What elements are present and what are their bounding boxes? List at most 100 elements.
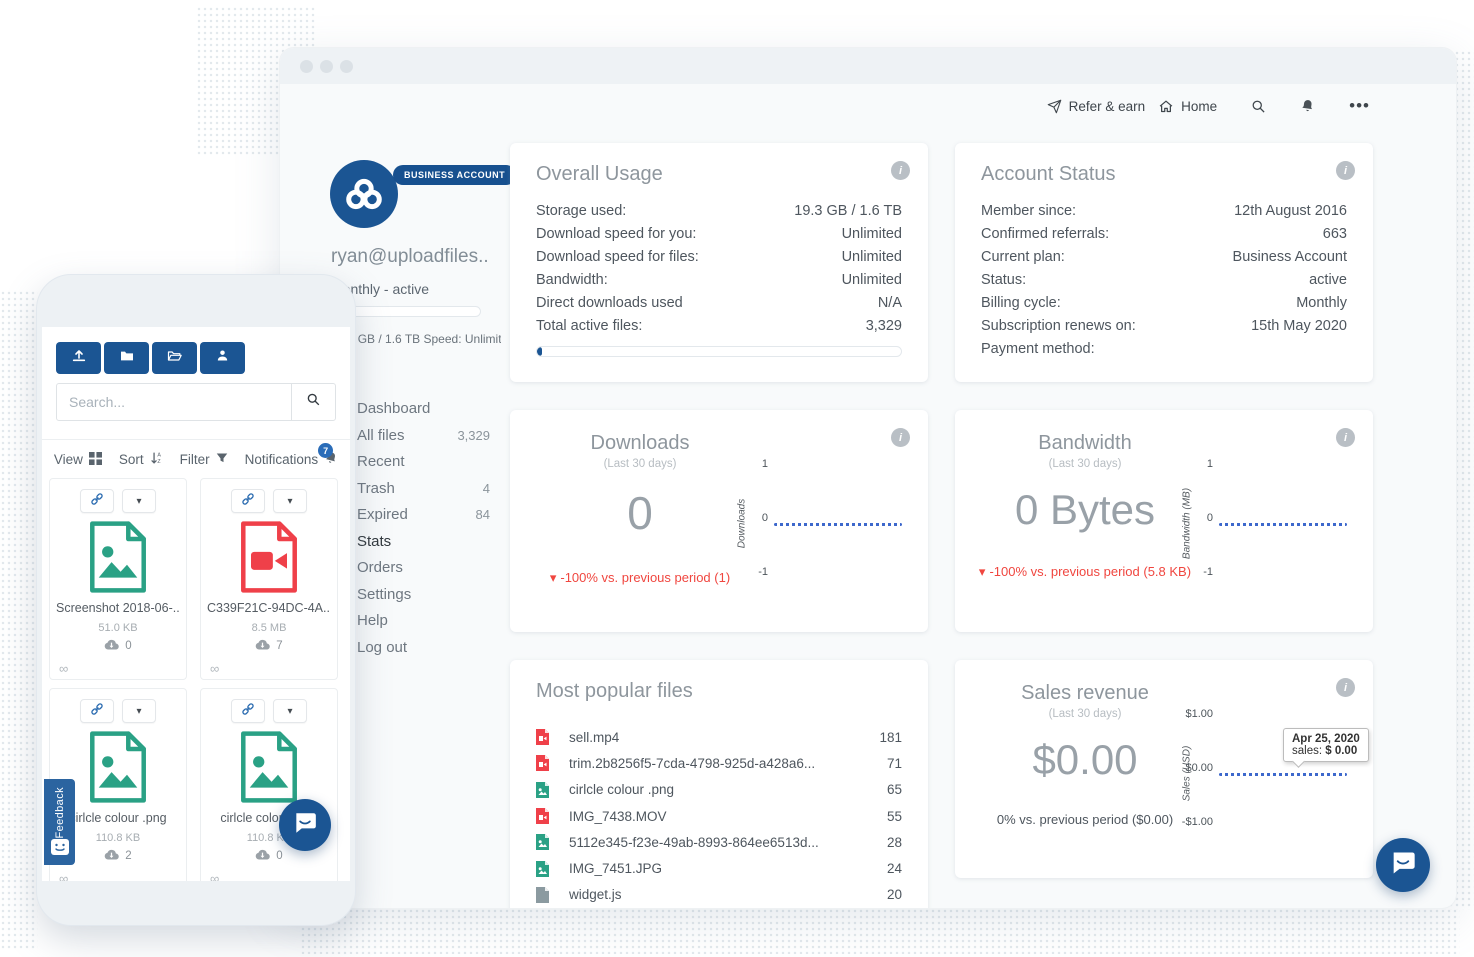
upload-button[interactable] — [56, 342, 101, 374]
sidebar-item-dashboard[interactable]: Dashboard — [357, 400, 490, 427]
download-count: 0 — [50, 639, 186, 653]
account-status-card: Account Status i Member since:12th Augus… — [955, 143, 1373, 382]
page: Refer & earn Home ••• — [0, 0, 1474, 957]
file-row[interactable]: IMG_7451.JPG24 — [536, 855, 902, 881]
more-options-icon[interactable]: ••• — [1349, 101, 1370, 111]
open-folder-button[interactable] — [152, 342, 197, 374]
card-title: Bandwidth — [973, 432, 1197, 455]
sidebar-item-trash[interactable]: Trash4 — [357, 480, 490, 507]
notifications-bell-icon[interactable] — [1300, 98, 1315, 114]
video-file-icon — [536, 729, 551, 745]
file-card[interactable]: cirlcle colour .png 110.8 KB 0 ∞ — [200, 688, 338, 881]
generic-file-icon — [536, 887, 551, 903]
info-icon[interactable]: i — [1336, 161, 1355, 180]
file-card[interactable]: Screenshot 2018-06-... 51.0 KB 0 ∞ — [49, 478, 187, 680]
card-subtitle: (Last 30 days) — [973, 458, 1197, 470]
search-icon[interactable] — [1251, 99, 1266, 114]
y-axis-label: Downloads — [737, 464, 748, 584]
info-icon[interactable]: i — [891, 161, 910, 180]
grid-view-icon — [89, 452, 102, 468]
top-navigation: Refer & earn Home ••• — [1047, 98, 1370, 114]
most-popular-files-card: Most popular files sell.mp4181 trim.2b82… — [510, 660, 928, 908]
link-icon — [240, 701, 256, 722]
home-link[interactable]: Home — [1158, 99, 1217, 114]
sidebar-item-expired[interactable]: Expired84 — [357, 506, 490, 533]
file-row[interactable]: trim.2b8256f5-7cda-4798-925d-a428a6...71 — [536, 750, 902, 776]
y-axis-label: Sales (USD) — [1182, 714, 1193, 834]
y-axis-label: Bandwidth (MB) — [1182, 464, 1193, 584]
card-title: Account Status — [981, 163, 1116, 186]
card-title: Overall Usage — [536, 163, 663, 186]
search-submit-button[interactable] — [291, 384, 335, 420]
expiry-infinity: ∞ — [59, 661, 68, 676]
sort-control[interactable]: Sort AZ — [119, 451, 163, 468]
file-menu-button[interactable] — [273, 699, 307, 723]
overall-usage-card: Overall Usage i Storage used:19.3 GB / 1… — [510, 143, 928, 382]
link-icon — [89, 701, 105, 722]
notifications-control[interactable]: Notifications 7 — [245, 451, 339, 468]
usage-row: Download speed for files:Unlimited — [536, 249, 902, 272]
sidebar-item-log-out[interactable]: Log out — [357, 639, 490, 666]
refer-and-earn-link[interactable]: Refer & earn — [1047, 99, 1146, 114]
file-menu-button[interactable] — [122, 699, 156, 723]
chat-launcher-button[interactable] — [1376, 838, 1430, 892]
mobile-preview: View Sort AZ Filter Notifications 7 — [37, 275, 355, 925]
file-menu-button[interactable] — [273, 489, 307, 513]
feedback-tab[interactable]: Feedback — [44, 779, 75, 865]
sidebar-item-stats[interactable]: Stats — [357, 533, 490, 560]
file-row[interactable]: IMG_7438.MOV55 — [536, 803, 902, 829]
filter-control[interactable]: Filter — [180, 452, 228, 467]
video-file-icon — [536, 808, 551, 824]
window-dot[interactable] — [320, 60, 333, 73]
copy-link-button[interactable] — [80, 489, 114, 513]
sidebar-item-orders[interactable]: Orders — [357, 559, 490, 586]
cloud-download-icon — [255, 849, 270, 863]
info-icon[interactable]: i — [1336, 428, 1355, 447]
chat-bubble-icon — [1389, 849, 1417, 882]
bandwidth-delta: -100% vs. previous period (5.8 KB) — [973, 558, 1197, 585]
sidebar-item-help[interactable]: Help — [357, 612, 490, 639]
file-row[interactable]: widget.js20 — [536, 882, 902, 908]
file-card[interactable]: C339F21C-94DC-4A... 8.5 MB 7 ∞ — [200, 478, 338, 680]
new-folder-button[interactable] — [104, 342, 149, 374]
file-row[interactable]: cirlcle colour .png65 — [536, 777, 902, 803]
file-row[interactable]: sell.mp4181 — [536, 724, 902, 750]
search-input[interactable] — [57, 384, 291, 420]
download-count: 7 — [201, 639, 337, 653]
file-menu-button[interactable] — [122, 489, 156, 513]
paper-plane-icon — [1047, 99, 1062, 114]
link-icon — [240, 491, 256, 512]
window-dot[interactable] — [300, 60, 313, 73]
sidebar-item-settings[interactable]: Settings — [357, 586, 490, 613]
file-name: Screenshot 2018-06-... — [56, 601, 180, 615]
home-icon — [1158, 99, 1174, 114]
copy-link-button[interactable] — [80, 699, 114, 723]
file-row[interactable]: 5112e345-f23e-49ab-8993-864ee6513d...28 — [536, 829, 902, 855]
account-button[interactable] — [200, 342, 245, 374]
decrease-triangle-icon — [979, 564, 990, 579]
link-icon — [89, 491, 105, 512]
chat-bubble-icon — [292, 810, 318, 841]
file-size: 8.5 MB — [201, 622, 337, 634]
sales-revenue-card: i Sales revenue (Last 30 days) $0.00 0% … — [955, 660, 1373, 878]
image-file-icon — [536, 782, 551, 798]
copy-link-button[interactable] — [231, 699, 265, 723]
cloud-download-icon — [255, 639, 270, 653]
account-email: ryan@uploadfiles... — [331, 246, 489, 268]
info-icon[interactable]: i — [891, 428, 910, 447]
copy-link-button[interactable] — [231, 489, 265, 513]
file-list-toolbar: View Sort AZ Filter Notifications 7 — [42, 439, 350, 479]
filter-funnel-icon — [216, 452, 228, 467]
status-row: Member since:12th August 2016 — [981, 203, 1347, 226]
sidebar-item-all-files[interactable]: All files3,329 — [357, 427, 490, 454]
sidebar-item-recent[interactable]: Recent — [357, 453, 490, 480]
chat-launcher-button[interactable] — [279, 799, 331, 851]
view-control[interactable]: View — [54, 452, 102, 468]
sales-chart: $1.00 $0.00 -$1.00 Sales (USD) Apr 25, 2… — [1185, 706, 1355, 846]
download-count: 0 — [201, 849, 337, 863]
home-label: Home — [1181, 99, 1217, 114]
info-icon[interactable]: i — [1336, 678, 1355, 697]
expiry-infinity: ∞ — [210, 871, 219, 881]
window-dot[interactable] — [340, 60, 353, 73]
flat-line-series — [1219, 773, 1347, 776]
